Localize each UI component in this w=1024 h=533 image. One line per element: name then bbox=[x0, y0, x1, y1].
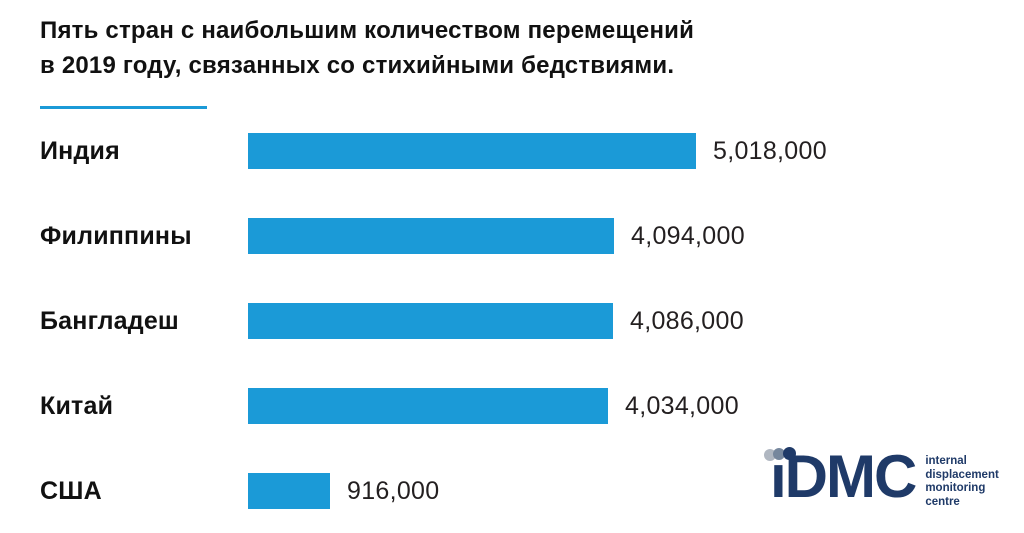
chart-row: Индия 5,018,000 bbox=[40, 133, 1024, 169]
value-label: 5,018,000 bbox=[713, 136, 827, 165]
country-label: Индия bbox=[40, 136, 120, 165]
bar bbox=[248, 218, 614, 254]
chart-row: Китай 4,034,000 bbox=[40, 388, 1024, 424]
idmc-tagline: internal displacement monitoring centre bbox=[925, 455, 999, 509]
idmc-tagline-line2: displacement bbox=[925, 468, 999, 481]
idmc-tagline-line4: centre bbox=[925, 495, 960, 508]
value-label: 916,000 bbox=[347, 476, 440, 505]
bar bbox=[248, 473, 330, 509]
idmc-logo: ıDMC internal displacement monitoring ce… bbox=[755, 444, 999, 514]
chart-title-line2: в 2019 году, связанных со стихийными бед… bbox=[40, 52, 675, 79]
chart-row: Филиппины 4,094,000 bbox=[40, 218, 1024, 254]
bar bbox=[248, 388, 608, 424]
bar bbox=[248, 133, 696, 169]
value-label: 4,094,000 bbox=[631, 221, 745, 250]
value-label: 4,034,000 bbox=[625, 391, 739, 420]
logo-dot-mid-icon bbox=[773, 448, 785, 460]
idmc-tagline-line1: internal bbox=[925, 455, 967, 467]
chart-rows: Индия 5,018,000 Филиппины 4,094,000 Банг… bbox=[40, 133, 1024, 533]
chart-title: Пять стран с наибольшим количеством пере… bbox=[40, 13, 694, 83]
country-label: Бангладеш bbox=[40, 306, 179, 335]
logo-dot-dark-icon bbox=[783, 447, 796, 460]
country-label: Филиппины bbox=[40, 221, 192, 250]
idmc-logo-mark: ıDMC bbox=[755, 444, 917, 514]
idmc-tagline-line3: monitoring bbox=[925, 482, 986, 494]
bar bbox=[248, 303, 613, 339]
chart-row: США 916,000 bbox=[40, 473, 1024, 509]
chart-title-line1: Пять стран с наибольшим количеством пере… bbox=[40, 17, 695, 44]
value-label: 4,086,000 bbox=[630, 306, 744, 335]
chart-row: Бангладеш 4,086,000 bbox=[40, 303, 1024, 339]
country-label: Китай bbox=[40, 391, 114, 420]
country-label: США bbox=[40, 476, 102, 505]
title-underline-rule bbox=[40, 106, 207, 109]
